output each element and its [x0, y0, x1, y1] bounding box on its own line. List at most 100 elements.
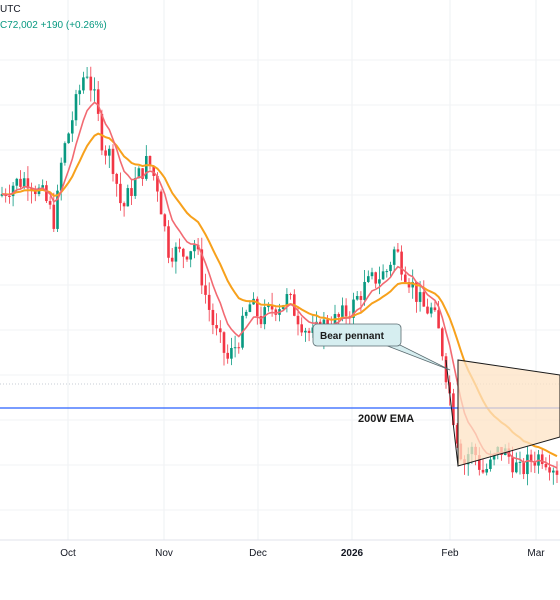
candle-body: [341, 305, 344, 317]
candle-body: [93, 89, 96, 91]
candle-body: [392, 249, 396, 265]
candle-body: [448, 382, 451, 394]
pennant-pole: [445, 359, 459, 467]
candle-body: [433, 307, 437, 311]
candle: [396, 243, 400, 253]
candle: [211, 303, 215, 335]
candle: [207, 282, 211, 322]
candle: [48, 196, 52, 210]
candle: [96, 81, 100, 122]
candle-body: [130, 188, 133, 196]
candle-body: [170, 257, 174, 262]
candle-body: [159, 191, 163, 215]
candle-body: [178, 246, 181, 249]
candle: [148, 155, 152, 170]
candle: [193, 239, 196, 259]
candle: [78, 84, 81, 105]
candle: [30, 182, 33, 204]
candle-body: [337, 314, 340, 317]
candle: [63, 141, 67, 166]
candle-body: [426, 306, 429, 314]
candle-body: [544, 464, 548, 468]
candle: [85, 67, 89, 80]
candle: [34, 185, 37, 202]
candle: [104, 145, 107, 165]
candle-body: [137, 168, 141, 179]
candle: [237, 342, 241, 354]
candle: [167, 220, 170, 264]
candle: [455, 423, 459, 448]
candle-body: [404, 274, 407, 283]
candle-body: [67, 133, 70, 144]
candle-body: [256, 298, 259, 317]
candle-body: [370, 272, 374, 277]
candle-body: [15, 178, 19, 186]
candle: [82, 71, 85, 94]
candle-body: [115, 173, 118, 184]
candle-body: [108, 148, 111, 156]
candle-body: [78, 90, 81, 95]
candle: [244, 309, 248, 319]
candle-body: [82, 77, 85, 91]
candle: [74, 89, 78, 126]
candle-body: [182, 248, 185, 257]
candle: [219, 320, 222, 343]
candle-body: [555, 470, 559, 475]
candle-body: [11, 185, 15, 197]
candle: [444, 352, 448, 389]
candle: [71, 111, 74, 142]
candle: [548, 454, 551, 481]
candle-body: [133, 178, 137, 196]
callout-pointer: [384, 344, 451, 371]
candle: [189, 250, 192, 268]
candle-body: [8, 196, 11, 198]
candle: [222, 331, 226, 366]
candle-body: [26, 178, 30, 189]
candle-body: [56, 190, 59, 229]
candle-body: [89, 76, 93, 91]
candle: [170, 247, 174, 268]
candle: [407, 278, 411, 294]
candle-body: [478, 455, 481, 470]
candle: [374, 271, 377, 289]
candle-body: [363, 281, 366, 300]
candle: [481, 458, 485, 474]
candle: [304, 327, 307, 342]
candle: [552, 467, 555, 485]
candle: [363, 270, 366, 306]
candle-body: [411, 281, 414, 288]
candle: [344, 298, 348, 324]
x-tick-label: Mar: [527, 548, 545, 559]
candle-body: [415, 281, 418, 302]
candle-body: [63, 143, 67, 163]
candle: [4, 188, 7, 203]
candle-body: [396, 249, 400, 252]
candle: [370, 267, 374, 280]
candle: [511, 446, 514, 478]
candle-body: [529, 454, 533, 462]
candle-body: [52, 204, 56, 229]
header-price-change: C72,002 +190 (+0.26%): [0, 20, 107, 31]
candle-body: [485, 468, 488, 473]
candle-body: [193, 244, 196, 252]
candle-body: [422, 292, 426, 307]
candle: [392, 246, 396, 273]
candle-body: [359, 296, 363, 300]
candle: [385, 269, 389, 278]
x-tick-label: 2026: [341, 548, 364, 559]
candle: [56, 184, 59, 232]
candle-body: [122, 203, 126, 207]
candle-body: [34, 191, 37, 195]
candle: [111, 144, 115, 182]
candle: [429, 302, 433, 318]
candle-body: [207, 294, 211, 310]
x-tick-label: Nov: [155, 548, 173, 559]
candle-body: [189, 251, 192, 260]
candle-body: [296, 315, 300, 325]
candle: [182, 247, 185, 269]
candle: [133, 166, 137, 199]
candle-body: [378, 279, 381, 284]
candle-body: [304, 330, 307, 333]
candle: [174, 242, 178, 274]
